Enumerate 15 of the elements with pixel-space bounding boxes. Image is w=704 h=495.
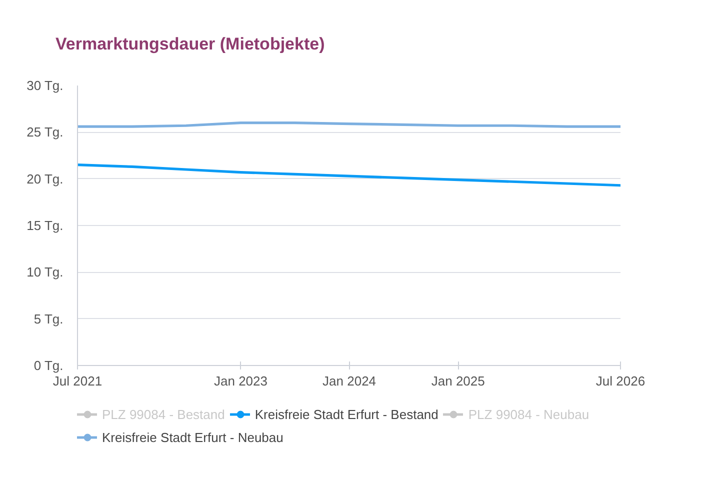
legend-label: Kreisfreie Stadt Erfurt - Neubau <box>102 429 284 445</box>
chart-title: Vermarktungsdauer (Mietobjekte) <box>56 34 325 54</box>
x-tick-label: Jul 2026 <box>596 374 646 388</box>
y-tick-label: 5 Tg. <box>34 311 64 326</box>
y-tick-label: 10 Tg. <box>26 264 64 280</box>
y-tick-label: 20 Tg. <box>26 171 64 186</box>
x-tick-label: Jan 2025 <box>431 374 485 388</box>
y-tick-label: 0 Tg. <box>34 358 64 373</box>
y-tick-label: 30 Tg. <box>26 78 64 93</box>
legend-label: Kreisfreie Stadt Erfurt - Bestand <box>254 406 438 422</box>
x-tick-label: Jan 2023 <box>214 374 268 388</box>
x-tick-label: Jul 2021 <box>52 374 102 388</box>
x-tick-label: Jan 2024 <box>322 374 376 388</box>
y-tick-label: 25 Tg. <box>26 124 64 140</box>
y-tick-label: 15 Tg. <box>26 218 64 233</box>
